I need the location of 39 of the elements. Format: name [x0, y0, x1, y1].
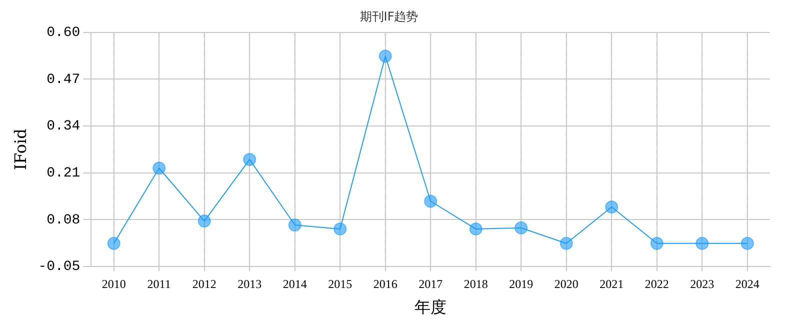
x-tick-label: 2024	[735, 276, 760, 291]
point	[514, 221, 528, 234]
x-axis-title: 年度	[414, 298, 447, 317]
x-tick-label: 2013	[238, 276, 262, 291]
y-tick-label: 0.08	[46, 212, 80, 228]
x-tick-label: 2023	[690, 276, 714, 291]
point	[378, 50, 392, 63]
chart-title: 期刊IF趋势	[360, 9, 418, 24]
x-tick-label: 2017	[418, 276, 443, 291]
point	[152, 162, 166, 175]
x-tick-label: 2016	[373, 276, 398, 291]
point	[107, 236, 120, 250]
y-tick-label: 0.60	[46, 25, 80, 42]
point	[605, 200, 618, 214]
x-tick-label: 2014	[282, 276, 307, 291]
point	[334, 222, 347, 236]
y-tick-label: -0.05	[38, 259, 80, 276]
y-axis-title: IFoid	[10, 128, 30, 170]
x-tick-label: 2020	[554, 276, 578, 291]
y-tick-label: 0.47	[46, 72, 80, 88]
y-tick-label: 0.21	[46, 166, 80, 182]
x-tick-label: 2021	[600, 276, 624, 291]
point	[288, 218, 302, 232]
x-tick-label: 2022	[644, 276, 669, 291]
point	[469, 222, 482, 236]
point	[424, 194, 438, 208]
point	[740, 236, 754, 250]
x-tick-label: 2011	[147, 276, 171, 291]
x-tick-label: 2019	[509, 276, 534, 291]
x-tick-label: 2010	[102, 276, 126, 291]
x-tick-label: 2015	[328, 276, 352, 291]
x-tick-label: 2018	[464, 276, 488, 291]
point	[560, 236, 573, 250]
y-tick-label: 0.34	[46, 118, 80, 135]
point	[650, 236, 664, 250]
point	[198, 214, 211, 228]
point	[243, 152, 256, 166]
point	[696, 236, 709, 250]
x-tick-label: 2012	[192, 276, 216, 291]
